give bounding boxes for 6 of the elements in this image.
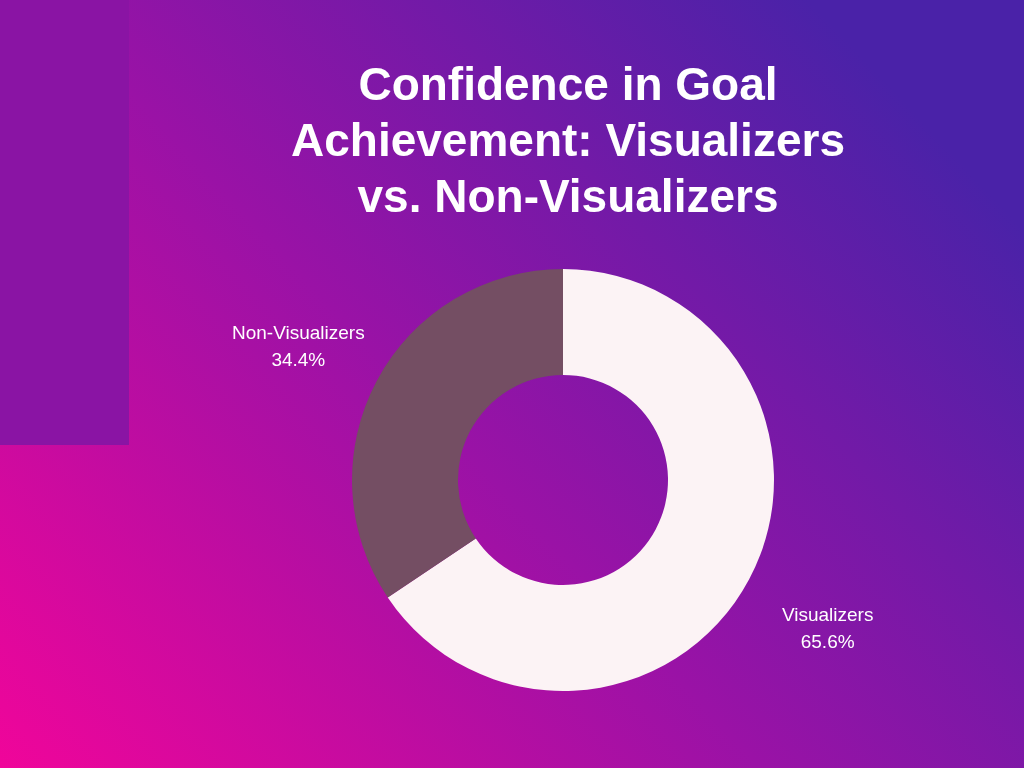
data-label: 34.4% [271, 348, 326, 370]
chart-title: Confidence in Goal Achievement: Visualizers vs. Non-Visualizers [291, 58, 845, 222]
data-label: 65.6% [800, 631, 855, 653]
donut-slice [387, 269, 774, 691]
slice-label: Visualizers [781, 604, 874, 626]
slice-label: Non-Visualizers [231, 321, 365, 343]
